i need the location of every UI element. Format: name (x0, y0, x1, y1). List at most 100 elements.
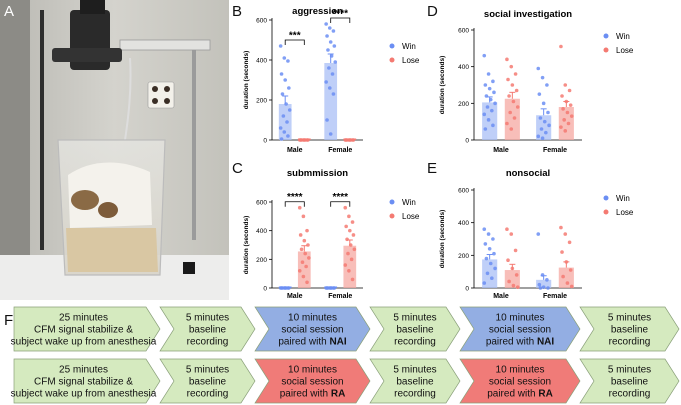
significance-label: **** (287, 192, 303, 203)
data-point (348, 138, 353, 142)
data-point (326, 286, 330, 290)
data-point (491, 237, 495, 241)
panel-letter-f: F (4, 312, 14, 329)
data-point (299, 138, 304, 142)
x-tick-label: Female (543, 293, 567, 300)
data-point (307, 256, 311, 260)
flow-step-text: recording (609, 337, 651, 348)
data-point (515, 285, 520, 289)
y-tick-label: 600 (256, 200, 267, 207)
y-tick-label: 0 (263, 286, 267, 293)
x-tick-label: Male (493, 293, 509, 300)
data-point (505, 121, 509, 126)
x-tick-label: Male (287, 293, 303, 300)
data-point (536, 66, 541, 71)
data-point (347, 214, 351, 219)
data-point (484, 94, 489, 98)
data-point (284, 286, 288, 290)
legend-marker-win (603, 195, 609, 201)
data-point (559, 225, 563, 230)
y-axis-title: duration (seconds) (243, 216, 250, 275)
data-point (545, 83, 549, 87)
data-point (537, 92, 542, 96)
data-point (327, 66, 331, 70)
data-point (540, 75, 545, 80)
flow-step-text: 5 minutes (608, 365, 651, 376)
data-point (280, 286, 285, 290)
x-tick-label: Female (328, 147, 352, 154)
data-point (486, 232, 491, 236)
data-point (332, 44, 337, 48)
flow-step-baseline (159, 358, 256, 404)
bar-win (324, 63, 338, 140)
y-tick-label: 200 (256, 257, 267, 264)
y-tick-label: 400 (256, 58, 267, 65)
panel-letter-c: C (232, 160, 243, 177)
flow-step-nai (459, 306, 581, 352)
data-point (297, 205, 302, 210)
legend-marker-lose (603, 209, 609, 215)
bar-win (536, 279, 552, 288)
data-point (506, 258, 510, 263)
x-tick-label: Male (287, 147, 303, 154)
data-point (279, 72, 284, 76)
data-point (327, 86, 332, 90)
data-point (284, 102, 288, 106)
flow-step-text: recording (394, 389, 436, 400)
flow-step-text: subject wake up from anesthesia (11, 389, 157, 400)
data-point (305, 280, 309, 285)
y-tick-label: 600 (458, 28, 469, 35)
data-point (559, 125, 563, 129)
flow-step-text: social session (489, 377, 551, 388)
data-point (546, 110, 550, 115)
y-tick-label: 200 (458, 253, 469, 260)
data-point (327, 26, 332, 30)
bar-lose (343, 245, 357, 288)
significance-bracket (330, 17, 351, 23)
legend-label-lose: Lose (402, 212, 420, 221)
legend-marker-lose (603, 47, 609, 53)
data-point (297, 269, 302, 273)
chart-submission: submmission 0 200 400 600 duration (seconds) M… (243, 168, 420, 300)
data-point (482, 112, 487, 117)
data-point (562, 118, 566, 122)
flow-step-text: 25 minutes (59, 313, 108, 324)
data-point (333, 60, 338, 64)
data-point (301, 274, 306, 279)
data-point (325, 34, 329, 38)
data-point (287, 286, 291, 290)
data-point (563, 129, 568, 133)
flow-step-text: 5 minutes (186, 313, 229, 324)
significance-bracket (284, 39, 305, 45)
data-point (286, 59, 290, 63)
data-point (483, 83, 488, 87)
data-point (483, 127, 488, 131)
data-point (509, 127, 514, 131)
legend-marker-lose (389, 213, 395, 219)
data-point (515, 105, 520, 109)
flow-step-text: recording (394, 337, 436, 348)
data-point (301, 214, 306, 219)
data-point (505, 57, 509, 62)
data-point (282, 56, 287, 60)
data-point (350, 220, 355, 224)
legend-marker-lose (389, 57, 395, 63)
data-point (484, 256, 489, 261)
data-point (544, 130, 548, 135)
data-point (546, 286, 550, 290)
flow-step-text: 5 minutes (608, 313, 651, 324)
setup-photo (0, 0, 229, 300)
data-point (331, 29, 336, 33)
data-point (510, 266, 515, 271)
legend-marker-win (389, 43, 395, 49)
flow-step-text: 5 minutes (186, 365, 229, 376)
y-tick-label: 0 (263, 138, 267, 145)
panel-letter-e: E (427, 160, 438, 177)
flow-step-text: recording (187, 389, 229, 400)
pair-prefix: paired with (487, 389, 538, 400)
pair-partner: RA (538, 389, 552, 400)
data-point (569, 284, 574, 289)
bar-lose (297, 251, 311, 288)
chart-nonsocial: nonsocial 0 200 400 600 duration (seconds) Mal… (439, 168, 634, 300)
